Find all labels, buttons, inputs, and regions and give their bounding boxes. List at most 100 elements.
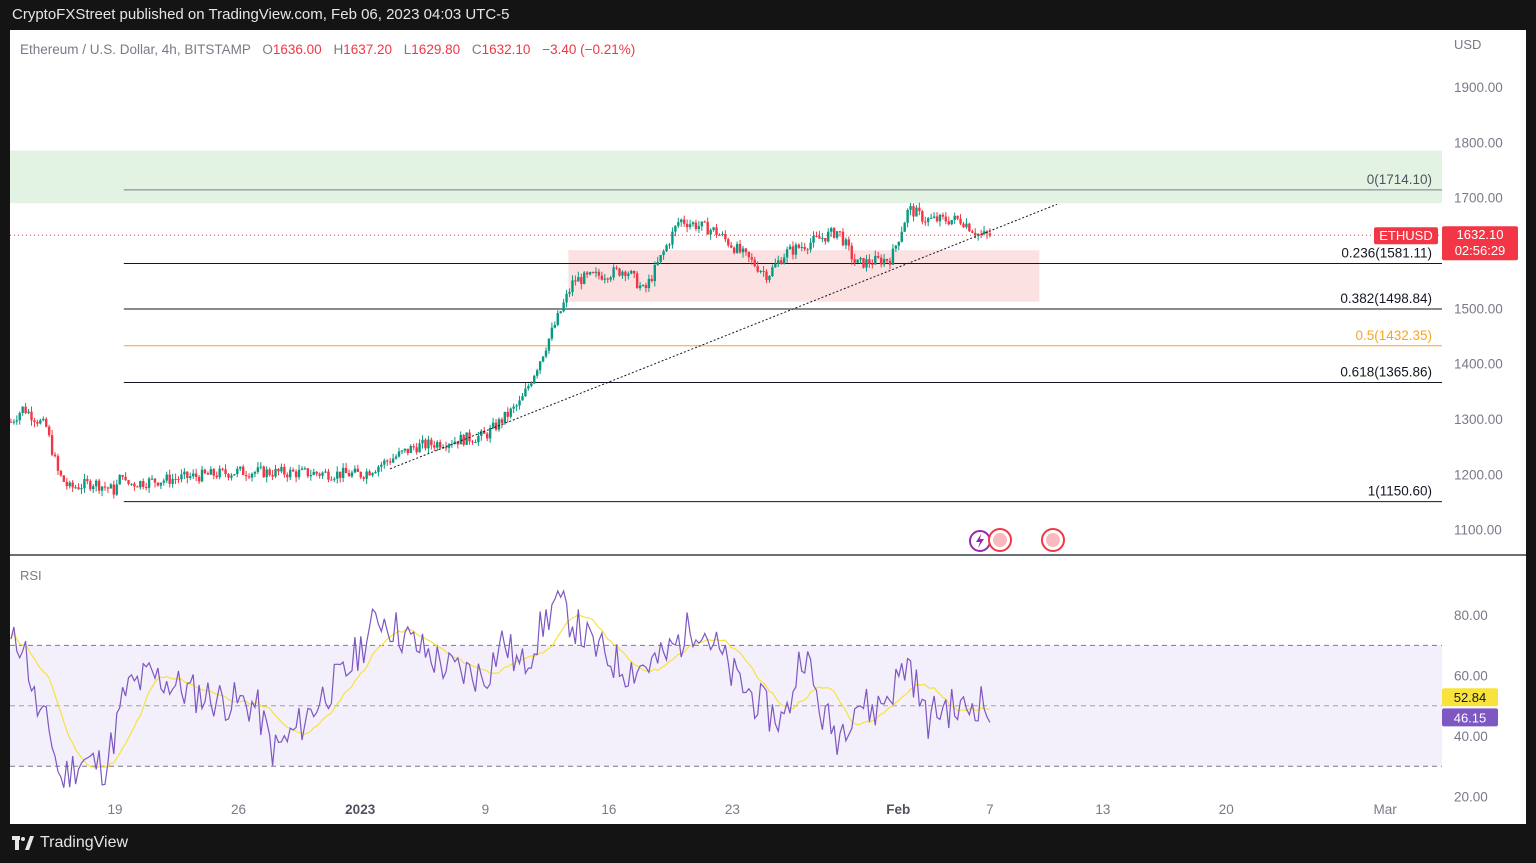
fib-label-3: 0.5(1432.35) bbox=[1355, 328, 1432, 343]
candle-body bbox=[768, 275, 771, 281]
us-flag-event-icon-2[interactable] bbox=[1041, 528, 1065, 552]
chart-frame[interactable]: 0(1714.10) 0.236(1581.11) 0.382(1498.84) 0.… bbox=[10, 30, 1526, 824]
price-tick-8: 1800.00 bbox=[1454, 135, 1503, 150]
candle-body bbox=[253, 472, 257, 474]
candle-body bbox=[718, 234, 721, 236]
candle-body bbox=[421, 439, 424, 444]
published-line: CryptoFXStreet published on TradingView.… bbox=[12, 6, 510, 23]
price-tick-7: 1700.00 bbox=[1454, 191, 1503, 206]
candle-body bbox=[950, 220, 953, 225]
candle-body bbox=[735, 243, 739, 253]
candle-body bbox=[462, 434, 465, 445]
time-label-1: 26 bbox=[231, 802, 246, 817]
candle-body bbox=[835, 231, 839, 238]
candle-body bbox=[30, 411, 33, 421]
rsi-pane[interactable]: RSI bbox=[10, 568, 1442, 788]
candle-body bbox=[618, 268, 621, 276]
candle-body bbox=[847, 239, 851, 246]
candle-body bbox=[265, 469, 268, 478]
candle-body bbox=[518, 400, 521, 406]
candle-body bbox=[929, 217, 933, 219]
us-flag-glyph-icon-1 bbox=[993, 533, 1007, 547]
candle-body bbox=[759, 271, 762, 273]
rsi-ma-line bbox=[10, 612, 990, 769]
candle-body bbox=[89, 481, 92, 490]
time-label-9: 20 bbox=[1219, 802, 1234, 817]
candle-body bbox=[133, 483, 136, 487]
candle-body bbox=[788, 246, 792, 250]
rsi-value: 46.15 bbox=[1454, 710, 1487, 725]
candle-body bbox=[838, 231, 842, 233]
candle-body bbox=[92, 486, 95, 490]
tradingview-wordmark: TradingView bbox=[40, 834, 129, 851]
candle-body bbox=[77, 487, 80, 490]
candle-body bbox=[927, 218, 930, 222]
candle-body bbox=[844, 239, 848, 246]
candle-body bbox=[533, 375, 536, 384]
candle-body bbox=[865, 259, 868, 268]
us-flag-event-icon-1[interactable] bbox=[988, 528, 1012, 552]
candle-body bbox=[397, 451, 401, 457]
candle-body bbox=[259, 466, 263, 468]
candle-body bbox=[491, 422, 495, 429]
candle-body bbox=[971, 231, 974, 233]
fibonacci-retracement[interactable]: 0(1714.10) 0.236(1581.11) 0.382(1498.84) 0.… bbox=[123, 172, 1442, 503]
candle-body bbox=[697, 226, 701, 229]
time-label-0: 19 bbox=[107, 802, 122, 817]
event-icons[interactable] bbox=[969, 528, 1065, 552]
candle-body bbox=[94, 480, 98, 487]
candle-body bbox=[303, 468, 307, 470]
rsi-axis[interactable]: 20.00 40.00 60.00 80.00 bbox=[1454, 608, 1488, 804]
candle-body bbox=[294, 471, 298, 478]
candle-body bbox=[956, 215, 959, 219]
candle-body bbox=[150, 478, 154, 480]
candle-body bbox=[344, 467, 348, 474]
candle-body bbox=[153, 478, 157, 483]
candle-body bbox=[86, 479, 89, 482]
time-label-10: Mar bbox=[1373, 802, 1397, 817]
candle-body bbox=[583, 272, 586, 284]
candle-body bbox=[297, 469, 301, 478]
candle-body bbox=[286, 474, 289, 478]
candle-body bbox=[380, 464, 383, 467]
candle-body bbox=[938, 214, 942, 222]
time-axis[interactable]: 19 26 2023 9 16 23 Feb 7 13 20 Mar bbox=[107, 802, 1397, 817]
candle-body bbox=[903, 222, 906, 232]
candle-body bbox=[62, 475, 66, 482]
candle-body bbox=[706, 221, 709, 235]
candle-body bbox=[806, 249, 809, 251]
candle-body bbox=[15, 420, 19, 422]
candle-body bbox=[183, 471, 186, 475]
tradingview-logo[interactable]: TradingView bbox=[12, 834, 128, 852]
footer: TradingView bbox=[0, 824, 1536, 863]
price-axis[interactable]: USD 1100.00 1200.00 1300.00 1400.00 1500.00 1… bbox=[1454, 37, 1503, 538]
candle-body bbox=[630, 270, 633, 274]
trendline[interactable] bbox=[389, 203, 1058, 470]
candle-body bbox=[982, 231, 986, 235]
candle-body bbox=[680, 219, 683, 223]
candle-body bbox=[953, 215, 956, 221]
time-label-6: Feb bbox=[886, 802, 910, 817]
candle-body bbox=[212, 469, 215, 476]
candle-body bbox=[800, 247, 803, 249]
candle-body bbox=[142, 481, 145, 487]
candle-body bbox=[650, 278, 654, 282]
candle-body bbox=[500, 419, 504, 424]
candle-body bbox=[703, 221, 706, 223]
candle-body bbox=[388, 461, 392, 463]
candle-body bbox=[688, 224, 692, 228]
candle-body bbox=[512, 406, 515, 409]
candle-body bbox=[400, 450, 404, 452]
candle-body bbox=[209, 469, 213, 475]
candle-body bbox=[921, 211, 924, 222]
candle-body bbox=[21, 406, 24, 413]
candle-body bbox=[318, 473, 321, 476]
candle-body bbox=[882, 259, 886, 265]
candle-body bbox=[100, 486, 104, 491]
candle-body bbox=[750, 257, 754, 260]
candle-body bbox=[147, 478, 151, 488]
candle-body bbox=[909, 206, 912, 210]
candle-body bbox=[309, 475, 313, 477]
candle-body bbox=[682, 219, 686, 224]
chart-svg[interactable]: 0(1714.10) 0.236(1581.11) 0.382(1498.84) 0.… bbox=[10, 30, 1526, 824]
